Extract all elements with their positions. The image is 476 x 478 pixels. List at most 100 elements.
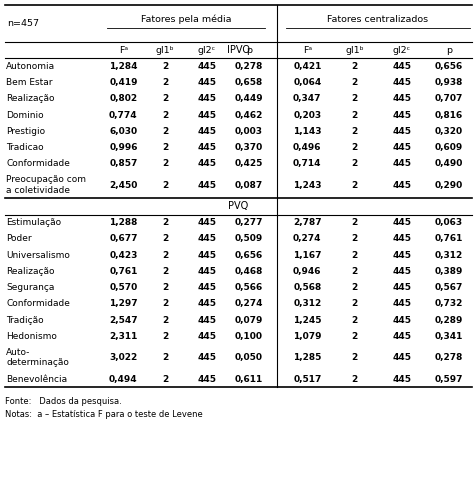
Text: 2: 2	[162, 181, 168, 190]
Text: gl1ᵇ: gl1ᵇ	[345, 45, 363, 54]
Text: 1,288: 1,288	[109, 218, 137, 227]
Text: gl2ᶜ: gl2ᶜ	[392, 45, 410, 54]
Text: 0,320: 0,320	[434, 127, 462, 136]
Text: 1,143: 1,143	[293, 127, 321, 136]
Text: Fatores pela média: Fatores pela média	[140, 15, 231, 24]
Text: 2: 2	[162, 94, 168, 103]
Text: 2: 2	[351, 283, 357, 292]
Text: 2: 2	[162, 283, 168, 292]
Text: 0,517: 0,517	[293, 374, 321, 383]
Text: 2: 2	[351, 78, 357, 87]
Text: Poder: Poder	[6, 234, 32, 243]
Text: 0,419: 0,419	[109, 78, 138, 87]
Text: gl2ᶜ: gl2ᶜ	[198, 45, 216, 54]
Text: 2: 2	[351, 299, 357, 308]
Text: 445: 445	[391, 299, 410, 308]
Text: 0,063: 0,063	[434, 218, 462, 227]
Text: 2: 2	[351, 181, 357, 190]
Text: Conformidade: Conformidade	[6, 159, 70, 168]
Text: p: p	[245, 45, 251, 54]
Text: 1,245: 1,245	[293, 315, 321, 325]
Text: Estimulação: Estimulação	[6, 218, 61, 227]
Text: 0,421: 0,421	[293, 62, 321, 71]
Text: 0,423: 0,423	[109, 250, 137, 260]
Text: 1,167: 1,167	[293, 250, 321, 260]
Text: Preocupação com
a coletividade: Preocupação com a coletividade	[6, 175, 86, 195]
Text: 0,341: 0,341	[434, 332, 462, 341]
Text: 445: 445	[391, 315, 410, 325]
Text: 445: 445	[391, 181, 410, 190]
Text: 0,938: 0,938	[434, 78, 462, 87]
Text: 445: 445	[391, 62, 410, 71]
Text: 445: 445	[197, 283, 216, 292]
Text: 2: 2	[351, 127, 357, 136]
Text: 2: 2	[351, 62, 357, 71]
Text: 445: 445	[197, 94, 216, 103]
Text: 2: 2	[351, 332, 357, 341]
Text: 445: 445	[197, 315, 216, 325]
Text: 2: 2	[351, 159, 357, 168]
Text: 445: 445	[391, 159, 410, 168]
Text: Bem Estar: Bem Estar	[6, 78, 52, 87]
Text: 445: 445	[391, 127, 410, 136]
Text: 0,496: 0,496	[293, 143, 321, 152]
Text: 2: 2	[162, 62, 168, 71]
Text: 2: 2	[162, 143, 168, 152]
Text: 0,946: 0,946	[293, 267, 321, 276]
Text: 0,567: 0,567	[434, 283, 462, 292]
Text: 0,347: 0,347	[293, 94, 321, 103]
Text: 445: 445	[391, 250, 410, 260]
Text: 445: 445	[391, 267, 410, 276]
Text: 2: 2	[162, 353, 168, 362]
Text: 0,203: 0,203	[293, 110, 321, 120]
Text: 0,774: 0,774	[109, 110, 138, 120]
Text: 0,656: 0,656	[434, 62, 462, 71]
Text: 445: 445	[391, 218, 410, 227]
Text: 2: 2	[162, 315, 168, 325]
Text: 0,490: 0,490	[434, 159, 462, 168]
Text: 0,389: 0,389	[434, 267, 462, 276]
Text: 0,609: 0,609	[434, 143, 462, 152]
Text: 0,857: 0,857	[109, 159, 137, 168]
Text: 445: 445	[391, 78, 410, 87]
Text: 0,278: 0,278	[234, 62, 262, 71]
Text: 445: 445	[391, 94, 410, 103]
Text: 6,030: 6,030	[109, 127, 137, 136]
Text: 445: 445	[197, 78, 216, 87]
Text: 2: 2	[162, 110, 168, 120]
Text: 1,243: 1,243	[293, 181, 321, 190]
Text: 0,597: 0,597	[434, 374, 462, 383]
Text: Fᵃ: Fᵃ	[302, 45, 311, 54]
Text: 2: 2	[351, 110, 357, 120]
Text: Benevolência: Benevolência	[6, 374, 67, 383]
Text: 445: 445	[197, 127, 216, 136]
Text: 2: 2	[351, 234, 357, 243]
Text: 0,568: 0,568	[293, 283, 321, 292]
Text: 0,312: 0,312	[434, 250, 462, 260]
Text: 2: 2	[162, 250, 168, 260]
Text: 445: 445	[391, 143, 410, 152]
Text: 0,087: 0,087	[234, 181, 262, 190]
Text: Realização: Realização	[6, 94, 55, 103]
Text: Auto-
determinação: Auto- determinação	[6, 348, 69, 368]
Text: 1,284: 1,284	[109, 62, 138, 71]
Text: 2: 2	[351, 374, 357, 383]
Text: Realização: Realização	[6, 267, 55, 276]
Text: 445: 445	[197, 143, 216, 152]
Text: 445: 445	[391, 353, 410, 362]
Text: 445: 445	[197, 267, 216, 276]
Text: Prestigio: Prestigio	[6, 127, 45, 136]
Text: Fonte:   Dados da pesquisa.: Fonte: Dados da pesquisa.	[5, 397, 121, 406]
Text: 0,677: 0,677	[109, 234, 138, 243]
Text: 0,425: 0,425	[234, 159, 262, 168]
Text: Dominio: Dominio	[6, 110, 44, 120]
Text: 2: 2	[162, 218, 168, 227]
Text: 2: 2	[351, 143, 357, 152]
Text: 1,079: 1,079	[293, 332, 321, 341]
Text: 2: 2	[351, 353, 357, 362]
Text: 0,312: 0,312	[293, 299, 321, 308]
Text: 2: 2	[351, 218, 357, 227]
Text: 0,003: 0,003	[234, 127, 262, 136]
Text: 0,278: 0,278	[434, 353, 462, 362]
Text: 0,714: 0,714	[293, 159, 321, 168]
